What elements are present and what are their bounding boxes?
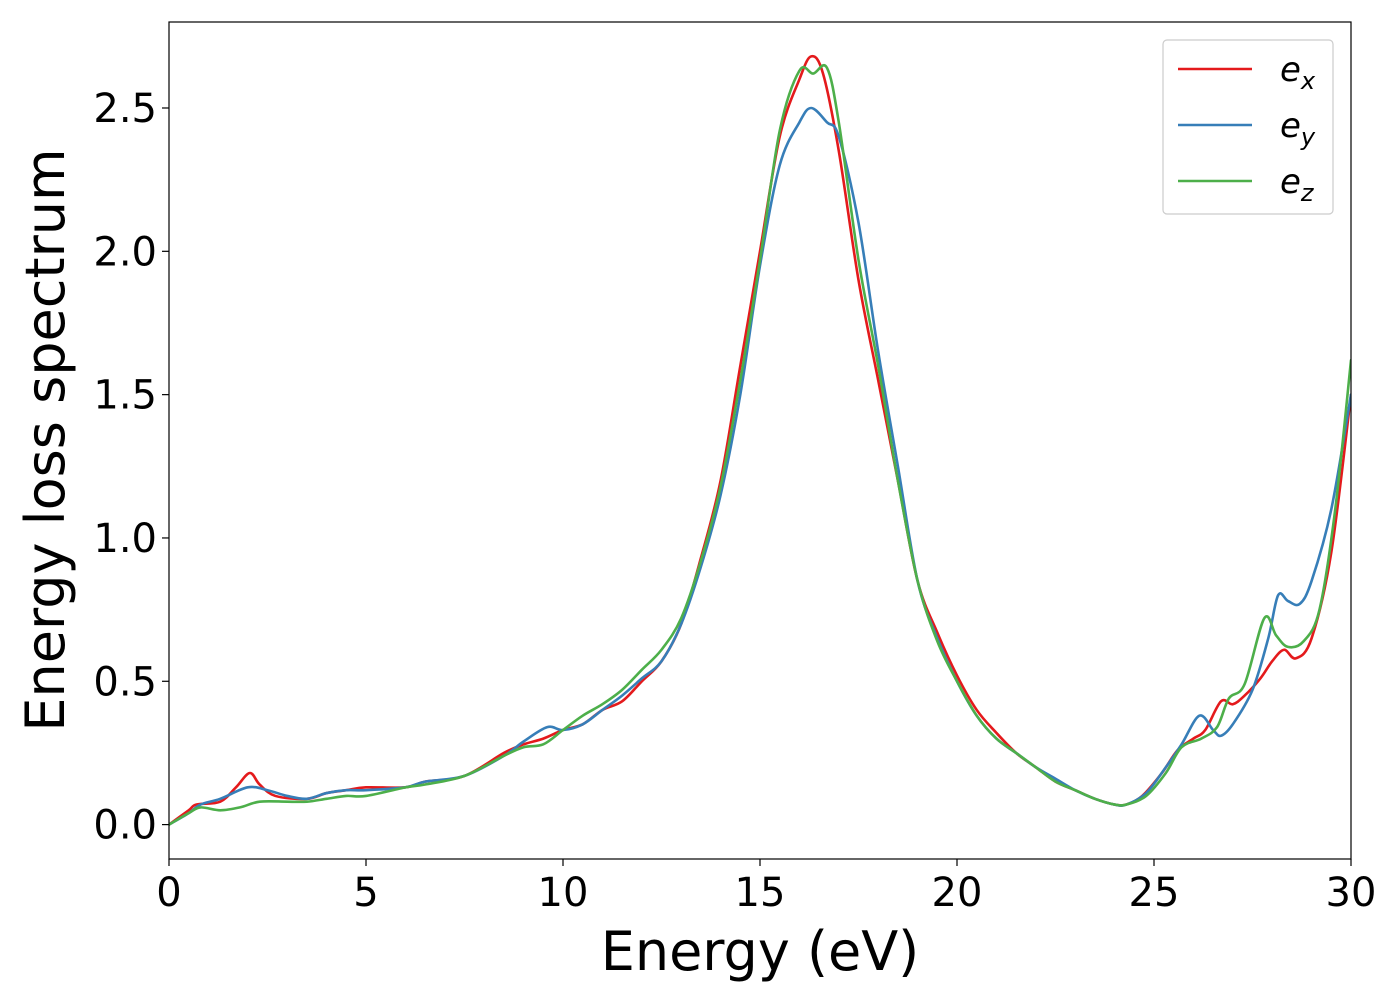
legend-label-ex: ex [1280,50,1316,95]
y-axis-label: Energy loss spectrum [14,148,77,731]
y-tick-label: 1.5 [93,373,157,419]
legend-label-subscript: z [1300,179,1315,207]
x-axis-ticks: 0 5 10 15 20 25 30 [156,859,1376,916]
y-tick-label: 0.0 [93,803,157,849]
x-tick-label: 10 [538,870,589,916]
legend-label-base: e [1280,106,1301,146]
legend-label-base: e [1280,50,1301,90]
y-tick-label: 1.0 [93,516,157,562]
x-tick-label: 0 [156,870,181,916]
series-layer [169,54,1351,826]
y-tick-label: 0.5 [93,659,157,705]
legend-label-subscript: x [1300,67,1316,95]
series-line-ex [169,54,1351,826]
x-tick-label: 15 [735,870,786,916]
x-tick-label: 30 [1326,870,1377,916]
legend-label-ez: ez [1280,162,1315,207]
x-axis-label: Energy (eV) [601,920,920,983]
y-axis-ticks: 0.0 0.5 1.0 1.5 2.0 2.5 [93,86,169,849]
y-tick-label: 2.5 [93,86,157,132]
legend-label-ey: ey [1280,106,1316,151]
legend-frame [1162,39,1334,215]
series-line-ez [169,63,1351,826]
x-tick-label: 25 [1129,870,1180,916]
y-tick-label: 2.0 [93,229,157,275]
x-tick-label: 5 [353,870,378,916]
x-tick-label: 20 [932,870,983,916]
legend-label-base: e [1280,162,1301,202]
legend-label-subscript: y [1300,123,1316,151]
